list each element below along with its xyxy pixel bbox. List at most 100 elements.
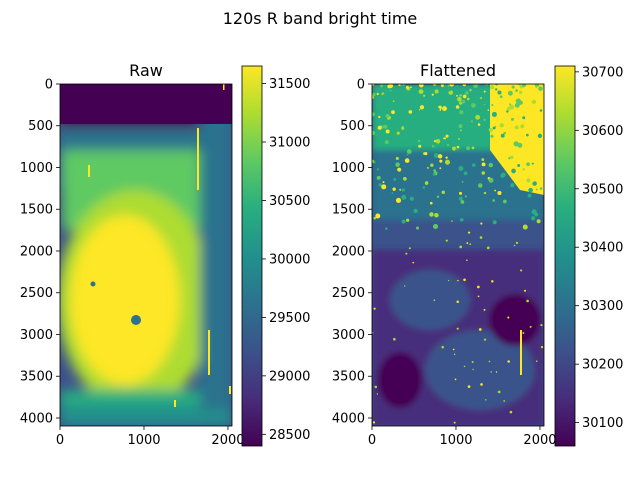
- speckle-dot: [485, 84, 488, 86]
- speckle-dot: [415, 226, 420, 230]
- speckle-dot: [462, 94, 467, 99]
- speckle-dot: [385, 227, 388, 230]
- speckle-dot: [457, 96, 462, 102]
- flattened-y-tick-label: 4000: [332, 411, 365, 426]
- speckle-dot: [511, 85, 515, 89]
- speckle-dot: [475, 137, 479, 141]
- speckle-dot: [429, 212, 434, 217]
- speckle-dot: [397, 167, 401, 172]
- speckle-dot: [466, 97, 470, 101]
- speckle-dot: [436, 195, 440, 198]
- speckle-dot: [422, 186, 426, 189]
- speckle-dot: [488, 360, 491, 363]
- speckle-dot: [392, 187, 396, 191]
- speckle-dot: [511, 168, 516, 174]
- speckle-dot: [376, 92, 379, 96]
- flattened-y-tick-label: 500: [340, 119, 365, 134]
- raw-x-tick-label: 0: [56, 433, 64, 448]
- speckle-dot: [412, 261, 415, 264]
- speckle-dot: [505, 146, 510, 151]
- flattened-x-tick-label: 2000: [523, 433, 556, 448]
- flattened-colorbar-gradient: [554, 65, 576, 447]
- speckle-dot: [481, 171, 486, 175]
- speckle-dot: [485, 111, 490, 116]
- speckle-dot: [507, 360, 510, 363]
- speckle-dot: [469, 88, 472, 92]
- speckle-dot: [458, 196, 463, 201]
- raw-y-tick-label: 500: [28, 119, 53, 134]
- speckle-dot: [540, 119, 544, 124]
- speckle-dot: [485, 399, 487, 401]
- speckle-dot: [399, 188, 402, 191]
- speckle-dot: [455, 105, 460, 109]
- speckle-dot: [520, 124, 525, 129]
- figure-title: 120s R band bright time: [223, 9, 418, 28]
- speckle-dot: [403, 134, 409, 140]
- speckle-dot: [509, 410, 513, 414]
- flattened-colorbar-tick-label: 30300: [582, 299, 623, 314]
- speckle-dot: [418, 144, 422, 148]
- raw-colorbar-ticks: 28500 29000 29500 30000 30500 31000 31500: [262, 77, 310, 443]
- speckle-dot: [535, 86, 538, 89]
- speckle-dot: [434, 212, 439, 218]
- speckle-dot: [486, 246, 490, 250]
- speckle-dot: [488, 162, 494, 168]
- raw-x-axis: 0 1000 2000: [56, 426, 245, 448]
- speckle-dot: [431, 145, 435, 148]
- speckle-dot: [375, 102, 380, 107]
- speckle-dot: [424, 151, 428, 156]
- speckle-dot: [459, 191, 463, 195]
- speckle-dot: [459, 94, 462, 97]
- speckle-dot: [539, 187, 543, 190]
- speckle-dot: [526, 153, 530, 157]
- speckle-dot: [492, 199, 496, 202]
- speckle-dot: [413, 208, 418, 214]
- speckle-dot: [526, 178, 531, 183]
- speckle-dot: [522, 116, 526, 120]
- speckle-dot: [432, 223, 439, 230]
- speckle-dot: [530, 179, 534, 183]
- speckle-dot: [375, 213, 381, 219]
- speckle-dot: [445, 239, 448, 242]
- raw-colorbar-tick-label: 31500: [269, 77, 310, 92]
- speckle-dot: [441, 345, 444, 349]
- speckle-dot: [491, 111, 497, 117]
- speckle-dot: [481, 162, 486, 167]
- speckle-dot: [432, 84, 437, 86]
- speckle-dot: [507, 316, 510, 319]
- speckle-dot: [490, 89, 494, 93]
- speckle-dot: [469, 243, 472, 245]
- speckle-dot: [372, 130, 376, 136]
- speckle-dot: [385, 129, 390, 134]
- speckle-dot: [490, 371, 492, 373]
- speckle-dot: [456, 327, 459, 330]
- speckle-dot: [478, 328, 482, 331]
- speckle-dot: [495, 88, 498, 91]
- speckle-dot: [389, 89, 392, 92]
- raw-image: [60, 84, 232, 426]
- speckle-dot: [509, 103, 511, 106]
- flattened-y-tick-label: 1000: [332, 161, 365, 176]
- speckle-dot: [392, 100, 395, 103]
- speckle-dot: [384, 90, 389, 94]
- speckle-dot: [417, 139, 421, 143]
- speckle-dot: [433, 139, 437, 143]
- speckle-dot: [514, 125, 519, 130]
- raw-y-tick-label: 4000: [20, 411, 53, 426]
- speckle-dot: [445, 134, 449, 138]
- speckle-dot: [463, 365, 466, 368]
- flattened-colorbar-tick-label: 30700: [582, 65, 623, 80]
- speckle-dot: [382, 181, 385, 184]
- speckle-dot: [520, 269, 523, 272]
- speckle-dot: [471, 361, 474, 364]
- speckle-dot: [404, 93, 407, 96]
- speckle-dot: [535, 188, 538, 191]
- speckle-dot: [372, 159, 374, 163]
- flattened-colorbar-tick-label: 30100: [582, 416, 623, 431]
- speckle-dot: [460, 200, 465, 204]
- speckle-dot: [418, 108, 421, 111]
- speckle-dot: [401, 136, 405, 141]
- speckle-dot: [372, 84, 375, 86]
- speckle-dot: [435, 107, 440, 112]
- speckle-dot: [513, 244, 516, 247]
